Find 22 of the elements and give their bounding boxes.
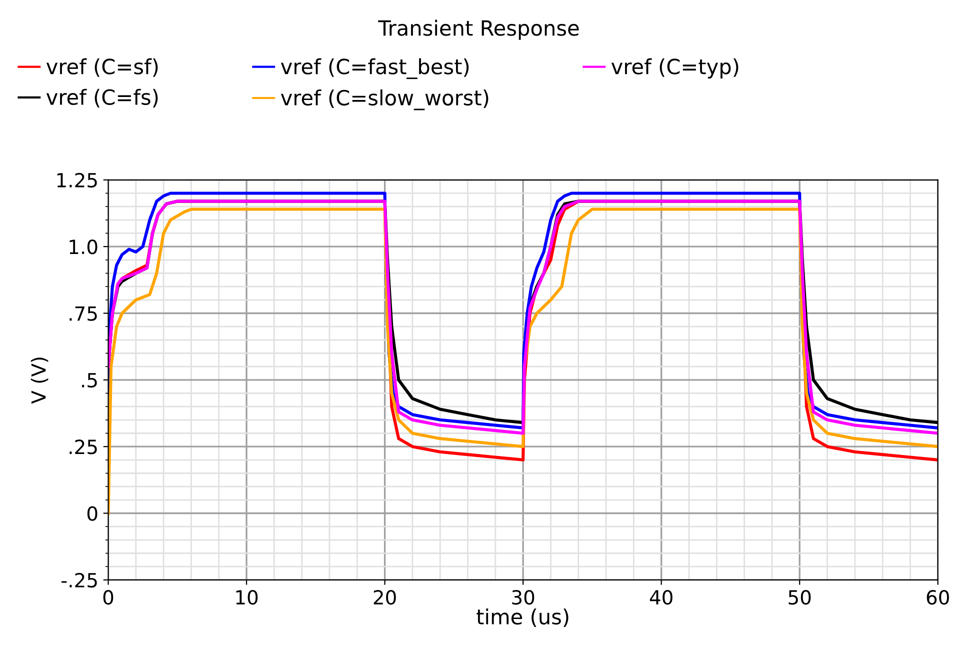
- x-tick-label: 50: [788, 590, 811, 605]
- x-tick-label: 20: [374, 590, 396, 605]
- legend-label: vref (C=slow_worst): [280, 89, 488, 110]
- legend-label: vref (C=sf): [46, 58, 158, 77]
- legend-label: vref (C=fs): [46, 88, 158, 108]
- x-tick-label: 30: [512, 590, 534, 605]
- y-tick-label: .5: [82, 373, 97, 388]
- y-axis-title: V (V): [30, 358, 48, 404]
- x-tick-label: 40: [650, 590, 672, 605]
- legend-label: vref (C=typ): [611, 58, 738, 78]
- y-tick-label: .75: [70, 306, 97, 321]
- y-tick-label: .25: [70, 440, 97, 454]
- x-tick-label: 10: [236, 590, 258, 605]
- x-tick-label: 60: [926, 590, 949, 605]
- y-tick-label: -.25: [62, 572, 97, 588]
- chart-title: Transient Response: [378, 20, 579, 40]
- y-tick-label: 1.0: [70, 240, 98, 254]
- y-tick-label: 0: [87, 506, 98, 521]
- x-axis-title: time (us): [476, 608, 568, 628]
- y-tick-label: 1.25: [57, 172, 97, 188]
- x-tick-label: 0: [103, 590, 114, 605]
- legend-label: vref (C=fast_best): [280, 58, 469, 80]
